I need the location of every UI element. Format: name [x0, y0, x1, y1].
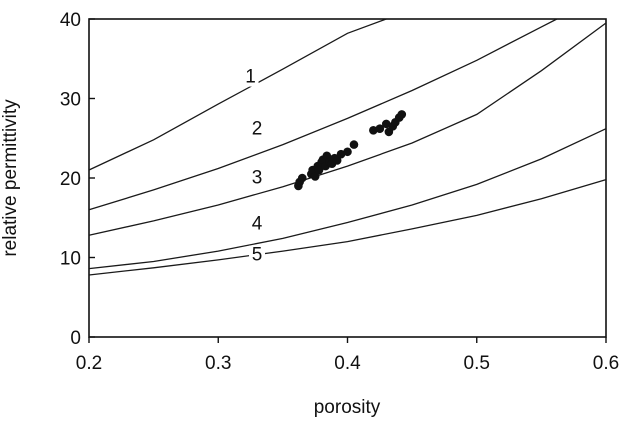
- curve-label-bg: [249, 119, 266, 139]
- curve-4: [88, 128, 607, 270]
- curve-label-2: 2: [252, 118, 263, 139]
- data-point: [375, 124, 385, 134]
- data-point: [314, 165, 324, 175]
- data-point: [332, 156, 342, 165]
- data-point: [336, 149, 346, 159]
- y-tick-label: 10: [60, 249, 81, 270]
- y-tick-label: 40: [60, 10, 81, 31]
- curve-label-4: 4: [252, 214, 263, 235]
- curve-label-3: 3: [252, 168, 263, 189]
- curve-label-1: 1: [245, 67, 256, 88]
- x-tick-label: 0.2: [76, 353, 102, 374]
- curve-2: [88, 18, 558, 211]
- curve-1: [88, 18, 387, 171]
- data-point: [381, 119, 391, 129]
- curve-5: [88, 178, 607, 276]
- y-tick-label: 20: [60, 169, 81, 190]
- curve-3: [88, 22, 607, 236]
- plot-frame: [88, 18, 607, 338]
- data-point: [369, 126, 378, 135]
- data-point: [297, 173, 307, 183]
- y-axis: 0 10 20 30 40: [60, 10, 95, 349]
- curve-label-5: 5: [252, 245, 263, 266]
- curve-label-bg: [249, 214, 266, 234]
- curve-labels: 1 2 3 4 5: [242, 67, 266, 266]
- curve-label-bg: [242, 67, 259, 87]
- x-axis: 0.2 0.3 0.4 0.5 0.6: [76, 337, 619, 374]
- data-point: [310, 172, 320, 181]
- model-curves: [88, 18, 607, 276]
- y-tick-label: 30: [60, 90, 81, 111]
- data-point: [397, 110, 407, 119]
- y-axis-label: relative permittivity: [0, 99, 21, 257]
- y-tick-label: 0: [70, 328, 81, 349]
- curve-label-bg: [249, 245, 266, 265]
- x-tick-label: 0.4: [334, 353, 361, 374]
- data-point: [349, 140, 359, 149]
- measured-points: [294, 110, 407, 191]
- curve-label-bg: [249, 168, 266, 188]
- x-tick-label: 0.5: [464, 353, 490, 374]
- data-point: [343, 147, 352, 157]
- x-tick-label: 0.6: [593, 353, 619, 374]
- x-tick-label: 0.3: [205, 353, 231, 374]
- x-axis-label: porosity: [314, 397, 381, 418]
